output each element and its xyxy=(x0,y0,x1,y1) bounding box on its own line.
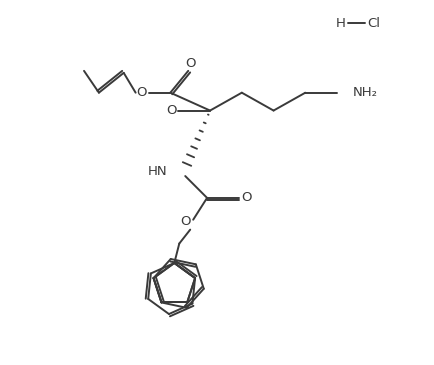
Text: O: O xyxy=(136,86,147,99)
Text: H: H xyxy=(336,17,346,30)
Text: Cl: Cl xyxy=(367,17,380,30)
Text: O: O xyxy=(185,57,195,70)
Text: O: O xyxy=(166,104,177,117)
Text: NH₂: NH₂ xyxy=(353,86,378,99)
Text: HN: HN xyxy=(148,165,168,178)
Text: O: O xyxy=(242,191,252,204)
Text: O: O xyxy=(180,215,191,228)
